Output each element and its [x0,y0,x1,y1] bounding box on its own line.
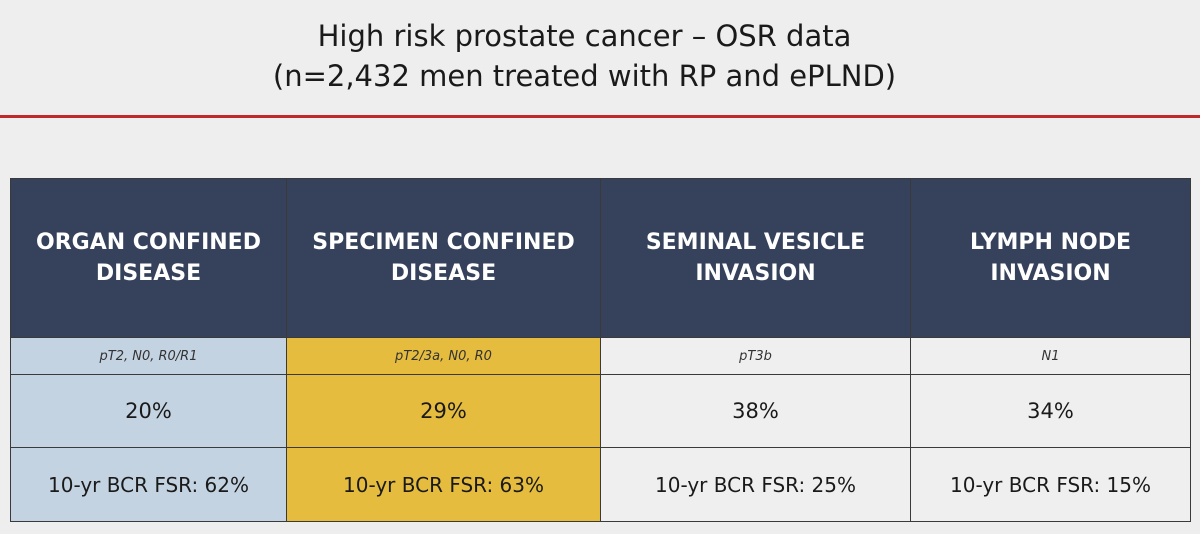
header-line: ORGAN CONFINED [36,230,261,255]
header-specimen-confined: SPECIMEN CONFINED DISEASE [286,178,601,338]
header-line: SPECIMEN CONFINED [312,230,575,255]
title-line-2: (n=2,432 men treated with RP and ePLND) [272,59,897,93]
header-seminal-vesicle: SEMINAL VESICLE INVASION [600,178,911,338]
slide-title: High risk prostate cancer – OSR data (n=… [0,16,1169,96]
staging-cell: N1 [910,337,1191,375]
table-header-row: ORGAN CONFINED DISEASE SPECIMEN CONFINED… [10,178,1191,338]
header-line: DISEASE [95,261,202,286]
bcr-cell: 10-yr BCR FSR: 15% [910,447,1191,522]
header-organ-confined: ORGAN CONFINED DISEASE [10,178,287,338]
percent-cell: 20% [10,374,287,448]
outcomes-table: ORGAN CONFINED DISEASE SPECIMEN CONFINED… [10,178,1191,522]
staging-cell: pT2, N0, R0/R1 [10,337,287,375]
bcr-cell: 10-yr BCR FSR: 25% [600,447,911,522]
header-line: DISEASE [390,261,497,286]
header-line: INVASION [695,261,816,286]
percent-cell: 38% [600,374,911,448]
bcr-cell: 10-yr BCR FSR: 62% [10,447,287,522]
staging-cell: pT2/3a, N0, R0 [286,337,601,375]
header-line: SEMINAL VESICLE [645,230,866,255]
title-divider [0,115,1200,118]
percent-cell: 34% [910,374,1191,448]
staging-row: pT2, N0, R0/R1 pT2/3a, N0, R0 pT3b N1 [10,337,1191,375]
header-line: LYMPH NODE [969,230,1131,255]
percent-row: 20% 29% 38% 34% [10,374,1191,448]
title-line-1: High risk prostate cancer – OSR data [317,19,852,53]
bcr-row: 10-yr BCR FSR: 62% 10-yr BCR FSR: 63% 10… [10,447,1191,522]
bcr-cell: 10-yr BCR FSR: 63% [286,447,601,522]
header-lymph-node: LYMPH NODE INVASION [910,178,1191,338]
staging-cell: pT3b [600,337,911,375]
percent-cell: 29% [286,374,601,448]
header-line: INVASION [990,261,1111,286]
